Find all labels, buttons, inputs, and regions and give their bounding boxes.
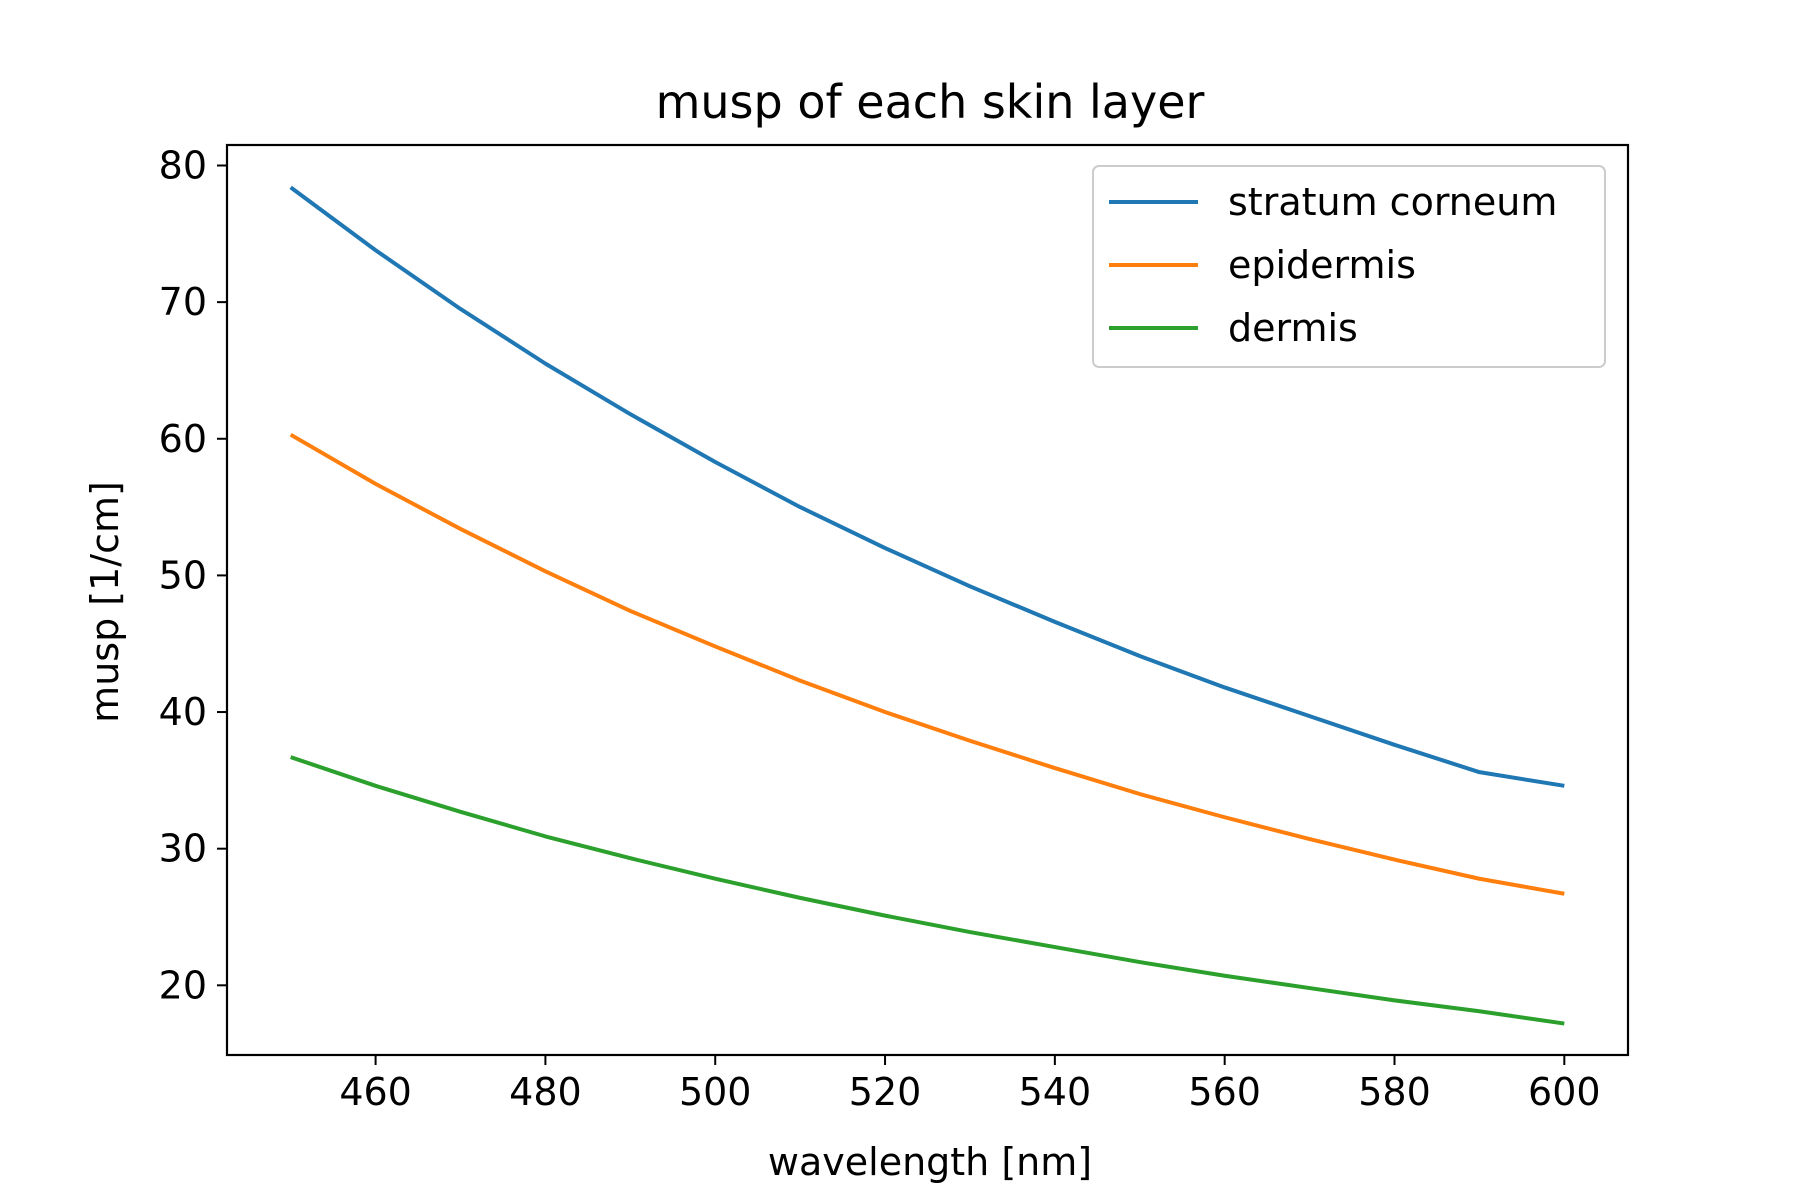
x-tick-label: 560 <box>1188 1070 1261 1114</box>
series-line-epidermis <box>289 432 1565 896</box>
x-tick-label: 600 <box>1528 1070 1601 1114</box>
chart-title: musp of each skin layer <box>656 75 1205 129</box>
legend-label: epidermis <box>1228 243 1416 287</box>
series-line-stratum-corneum <box>289 185 1565 788</box>
x-tick-label: 520 <box>849 1070 922 1114</box>
x-tick-label: 500 <box>679 1070 752 1114</box>
legend: stratum corneum epidermis dermis <box>1092 165 1606 368</box>
y-tick-label: 20 <box>159 963 207 1007</box>
y-axis: 20 30 40 50 60 70 80 <box>159 143 227 1007</box>
y-tick-label: 60 <box>159 417 207 461</box>
y-tick-label: 50 <box>159 553 207 597</box>
legend-box <box>1092 165 1606 368</box>
y-tick-label: 70 <box>159 280 207 324</box>
legend-label: stratum corneum <box>1228 180 1557 224</box>
x-axis-label: wavelength [nm] <box>768 1140 1092 1184</box>
y-tick-label: 80 <box>159 143 207 187</box>
series-line-dermis <box>290 755 1565 1026</box>
y-axis-label: musp [1/cm] <box>83 481 127 723</box>
y-tick-label: 30 <box>159 827 207 871</box>
x-axis: 460 480 500 520 540 560 580 600 <box>339 1055 1601 1114</box>
series-layer <box>289 185 1565 1026</box>
x-tick-label: 460 <box>339 1070 412 1114</box>
legend-label: dermis <box>1228 306 1358 350</box>
x-tick-label: 580 <box>1358 1070 1431 1114</box>
x-tick-label: 480 <box>509 1070 582 1114</box>
x-tick-label: 540 <box>1019 1070 1092 1114</box>
y-tick-label: 40 <box>159 690 207 734</box>
